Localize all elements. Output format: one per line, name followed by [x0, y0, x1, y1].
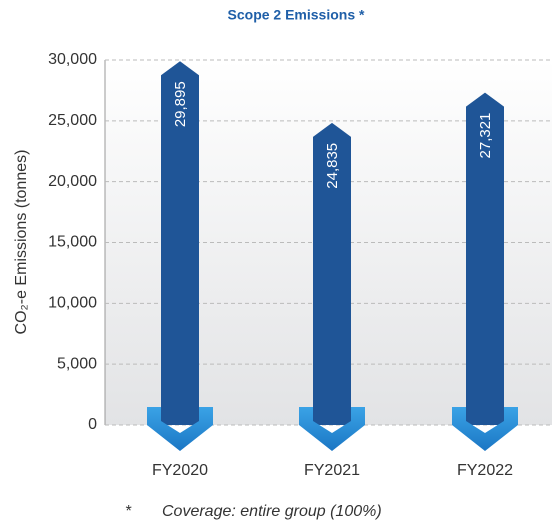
value-label: 24,835 — [324, 143, 341, 189]
footnote-marker: * — [125, 503, 132, 520]
y-axis-label: CO₂-e Emissions (tonnes) — [13, 150, 30, 335]
x-tick-label: FY2021 — [304, 462, 360, 479]
x-tick-label: FY2022 — [457, 462, 513, 479]
arrow-head — [299, 407, 365, 451]
value-label: 27,321 — [477, 113, 494, 159]
y-tick-label: 30,000 — [48, 51, 97, 68]
bar — [466, 92, 504, 426]
y-tick-label: 25,000 — [48, 112, 97, 129]
y-tick-label: 20,000 — [48, 173, 97, 190]
footnote: Coverage: entire group (100%) — [162, 503, 382, 520]
y-tick-label: 5,000 — [57, 355, 97, 372]
chart-title: Scope 2 Emissions * — [228, 7, 365, 23]
y-tick-label: 10,000 — [48, 295, 97, 312]
arrow-head — [452, 407, 518, 451]
bar — [161, 61, 199, 426]
arrow-head — [147, 407, 213, 451]
value-label: 29,895 — [172, 81, 189, 127]
y-tick-label: 0 — [88, 416, 97, 433]
x-tick-label: FY2020 — [152, 462, 208, 479]
bar — [313, 122, 351, 426]
y-tick-label: 15,000 — [48, 234, 97, 251]
